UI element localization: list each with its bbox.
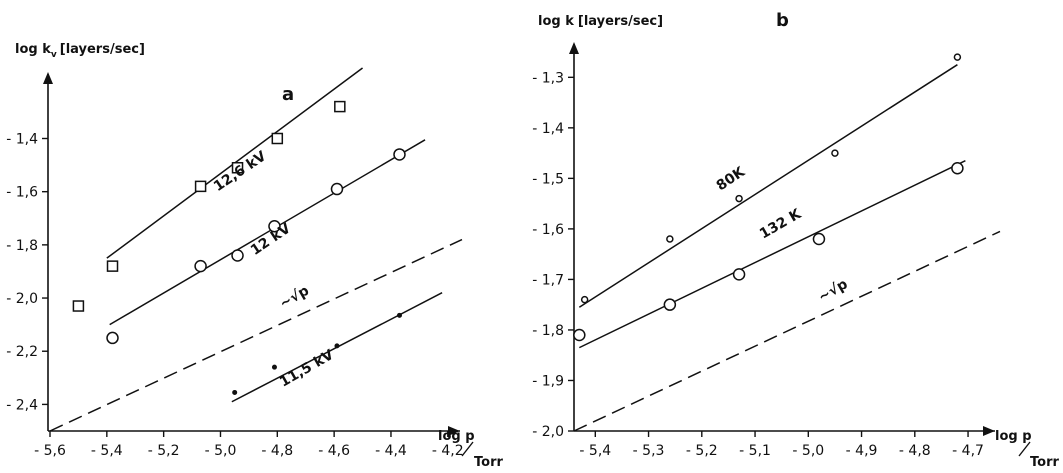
sqrt-p-reference-line xyxy=(49,238,463,432)
y-tick-label: - 1,6 xyxy=(6,185,38,201)
y-tick-label: - 1,4 xyxy=(532,121,564,137)
y-axis-title-unit: [layers/sec] xyxy=(578,14,663,29)
series-80k-fit-line xyxy=(578,64,958,308)
series-12-kv-point xyxy=(231,249,244,262)
series-12-kv-fit-line xyxy=(109,139,426,326)
x-axis-title-fraction-bar xyxy=(461,441,474,457)
x-axis-title-fraction-bar xyxy=(1018,441,1031,457)
y-tick-label: - 1,8 xyxy=(532,323,564,339)
y-tick-label: - 2,0 xyxy=(532,424,564,440)
series-12-kv-point xyxy=(106,331,119,345)
panel-label: b xyxy=(776,10,789,31)
series-80k-point xyxy=(953,53,962,61)
series-11-5-kv-point xyxy=(396,312,402,318)
series-80k-point xyxy=(580,295,589,304)
series-12-6-kv-point xyxy=(334,100,346,113)
y-tick-label: - 1,4 xyxy=(6,132,38,148)
x-tick-label: - 4,9 xyxy=(846,443,878,459)
x-tick-label: - 4,7 xyxy=(952,443,984,459)
x-axis-title: log p xyxy=(438,429,475,444)
x-tick-label: - 5,3 xyxy=(633,443,665,459)
series-12-kv-point xyxy=(330,182,344,196)
y-tick-label: - 1,8 xyxy=(6,238,38,254)
series-132-k-fit-line xyxy=(578,160,966,349)
y-axis-title-unit: [layers/sec] xyxy=(60,42,145,57)
series-12-kv-point xyxy=(393,148,406,161)
y-tick-label: - 1,6 xyxy=(532,222,564,238)
y-axis-arrow xyxy=(569,42,579,54)
y-tick-label: - 2,2 xyxy=(6,344,38,360)
x-tick-label: - 4,4 xyxy=(375,443,407,459)
series-80k-point xyxy=(831,149,839,157)
y-axis-arrow xyxy=(43,72,53,84)
x-tick-label: - 4,8 xyxy=(261,443,293,459)
x-axis-title-unit: Torr xyxy=(474,455,503,470)
x-tick-label: - 4,6 xyxy=(318,443,350,459)
x-axis-title: log p xyxy=(995,429,1032,444)
plot-area: - 5,6 - 5,4 - 5,2 - 5,0 - 4,8 - 4,6 - 4,4 - 4,2… xyxy=(6,67,464,459)
y-axis-title: log kv [layers/sec] xyxy=(15,42,145,60)
y-axis-title-main: log k xyxy=(15,42,51,57)
series-80k-point xyxy=(735,194,743,203)
series-12-6-kv-point xyxy=(72,300,85,312)
x-tick-label: - 4,8 xyxy=(899,443,931,459)
series-132-k-point xyxy=(812,232,826,246)
x-tick-label: - 4,2 xyxy=(432,443,464,459)
y-tick-label: - 1,5 xyxy=(532,171,564,187)
series-132-k-point xyxy=(732,268,746,281)
y-tick-label: - 2,0 xyxy=(6,291,38,307)
series-80k-point xyxy=(666,235,674,243)
series-12-6-kv-point xyxy=(194,180,207,193)
y-tick-label: - 1,7 xyxy=(532,272,564,288)
x-axis-arrow xyxy=(448,426,460,436)
series-12-kv-point xyxy=(194,259,207,273)
series-12-6-kv-point xyxy=(271,132,284,145)
series-132-k-point xyxy=(573,328,586,342)
series-11-5-kv-label: 11,5 kV xyxy=(277,347,337,391)
y-axis-title-subscript: v xyxy=(51,50,57,60)
series-12-6-kv-label: 12,6 kV xyxy=(211,148,269,195)
x-tick-label: - 5,6 xyxy=(34,443,66,459)
sqrt-p-reference-label: ~√p xyxy=(816,276,851,305)
x-axis-arrow xyxy=(983,426,995,436)
panel-label: a xyxy=(282,84,294,105)
x-tick-label: - 5,0 xyxy=(792,443,824,459)
plot-area: - 5,4 - 5,3 - 5,2 - 5,1 - 5,0 - 4,9 - 4,8 - 4,7… xyxy=(532,42,1001,459)
y-axis-title: log k [layers/sec] xyxy=(538,14,663,29)
y-tick-label: - 1,3 xyxy=(532,70,564,86)
x-axis-title-unit: Torr xyxy=(1030,455,1059,470)
y-axis-title-main: log k xyxy=(538,14,574,29)
series-11-5-kv-point xyxy=(271,364,277,370)
series-12-6-kv-point xyxy=(106,260,119,272)
series-132-k-point xyxy=(663,298,677,311)
panel-a: - 5,6 - 5,4 - 5,2 - 5,0 - 4,8 - 4,6 - 4,4 - 4,2… xyxy=(6,42,503,470)
x-tick-label: - 5,4 xyxy=(579,443,611,459)
x-tick-label: - 5,0 xyxy=(205,443,237,459)
sqrt-p-reference-label: ~√p xyxy=(277,283,312,312)
series-11-5-kv-point xyxy=(334,343,340,349)
series-11-5-kv-point xyxy=(232,389,238,395)
x-tick-label: - 5,2 xyxy=(686,443,718,459)
y-tick-label: - 2,4 xyxy=(6,397,38,413)
x-tick-label: - 5,4 xyxy=(91,443,123,459)
series-132-k-point xyxy=(951,162,964,175)
series-12-6-kv-point xyxy=(231,162,244,174)
x-tick-label: - 5,1 xyxy=(739,443,771,459)
x-tick-label: - 5,2 xyxy=(148,443,180,459)
sqrt-p-reference-line xyxy=(573,230,1001,432)
series-12-kv-point xyxy=(268,220,281,233)
series-80k-label: 80K xyxy=(714,163,749,194)
panel-b: - 5,4 - 5,3 - 5,2 - 5,1 - 5,0 - 4,9 - 4,8 - 4,7… xyxy=(532,10,1059,470)
series-132-k-label: 132 K xyxy=(757,206,805,243)
y-tick-label: - 1,9 xyxy=(532,373,564,389)
